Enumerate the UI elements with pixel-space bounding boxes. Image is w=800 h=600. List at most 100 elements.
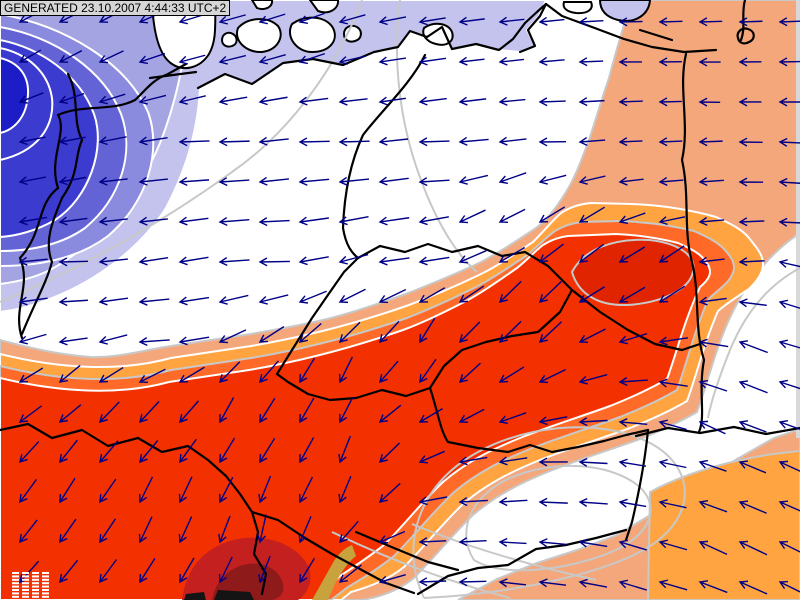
stamp-dash [22, 578, 29, 581]
wind-arrow [698, 256, 725, 266]
wind-arrow [258, 13, 286, 25]
wind-arrow [498, 56, 525, 66]
wind-arrow [378, 288, 407, 304]
stamp-dash [22, 592, 29, 595]
stamp-dash [42, 575, 49, 578]
wind-arrow [538, 174, 567, 185]
wind-arrow [98, 93, 126, 105]
wind-arrow [498, 208, 526, 224]
wind-arrow [778, 580, 800, 596]
wind-arrow [418, 177, 450, 187]
wind-arrow [218, 216, 250, 226]
wind-arrow [59, 518, 77, 544]
stamp-dash [32, 575, 39, 578]
wind-arrow [618, 246, 646, 263]
wind-arrow [698, 338, 729, 348]
stamp-pattern [12, 572, 49, 598]
wind-arrow [738, 97, 762, 107]
stamp-dash [12, 589, 19, 591]
border-nl-de [20, 72, 84, 336]
wind-arrow [618, 97, 643, 107]
wind-arrow [138, 94, 167, 105]
region-corner-orange [646, 449, 800, 600]
contour-bottom-2 [411, 523, 597, 581]
wind-arrow [738, 137, 763, 147]
stamp-dash [12, 592, 19, 595]
wind-arrow [138, 516, 153, 544]
stamp-dash [32, 572, 39, 574]
wind-arrow [538, 497, 568, 507]
wind-arrow [618, 539, 647, 551]
island-funen [235, 18, 282, 54]
wind-arrow [618, 286, 646, 303]
wind-arrow [418, 216, 449, 226]
wind-arrow [418, 16, 446, 26]
wind-arrow [458, 136, 489, 146]
wind-arrow [139, 439, 159, 464]
wind-arrow [458, 456, 488, 466]
border-east-meander [680, 52, 706, 434]
wind-arrow [219, 397, 235, 424]
stamp-dash [22, 595, 29, 598]
wind-arrow [658, 336, 689, 346]
wind-arrow [738, 17, 763, 27]
wind-arrow [538, 206, 566, 223]
wind-arrow [618, 377, 648, 387]
wind-arrow [618, 137, 643, 147]
wind-arrow [658, 176, 684, 186]
wind-arrow [378, 16, 407, 26]
wind-arrow [458, 209, 486, 224]
stamp-dash [42, 572, 49, 574]
wind-arrow [19, 441, 40, 464]
wind-arrow [698, 420, 726, 435]
wind-arrow [658, 137, 683, 147]
island-top-2 [308, 0, 340, 14]
wind-arrow [259, 360, 279, 384]
wind-arrow [338, 564, 362, 583]
wind-arrow [298, 137, 330, 147]
stamp-dash [22, 585, 29, 588]
wind-arrow [498, 136, 527, 146]
contour-hungary-inner [465, 464, 652, 572]
wind-arrow [578, 57, 604, 67]
wind-arrow [98, 366, 124, 383]
stamp-dash [12, 575, 19, 578]
wind-arrow [178, 137, 210, 147]
wind-arrow [18, 92, 44, 104]
wind-arrow [498, 280, 522, 304]
wind-arrow [738, 540, 768, 556]
border-baltic-coast [196, 2, 548, 90]
wind-arrow [698, 57, 721, 67]
wind-arrow [658, 579, 688, 591]
wind-arrow [738, 380, 768, 394]
wind-arrow [578, 175, 606, 185]
stamp-dash [32, 595, 39, 598]
stamp-dash [22, 575, 29, 578]
wind-arrow [218, 294, 249, 305]
contour-bottom-1 [331, 531, 511, 599]
border-hu-east [624, 428, 650, 542]
wind-arrow [698, 459, 727, 472]
wind-arrow [59, 559, 79, 584]
wind-arrow [18, 367, 44, 383]
wind-arrow [99, 401, 120, 424]
border-oder-lagoon [518, 2, 548, 54]
wind-arrow [138, 176, 168, 186]
wind-arrow [538, 137, 567, 147]
wind-arrow [378, 136, 409, 146]
island-zealand [289, 16, 336, 54]
wind-arrow [658, 245, 685, 263]
wind-arrow [458, 56, 485, 66]
stamp-dash [42, 592, 49, 595]
wind-arrow [338, 288, 366, 304]
border-czech [275, 242, 574, 402]
wind-arrow [498, 96, 526, 106]
wind-arrow [618, 17, 643, 27]
stamp-dash [12, 578, 19, 581]
border-pl-sk [570, 288, 702, 352]
wind-arrow [418, 496, 448, 506]
wind-arrow [178, 177, 210, 187]
wind-arrow [218, 137, 250, 147]
